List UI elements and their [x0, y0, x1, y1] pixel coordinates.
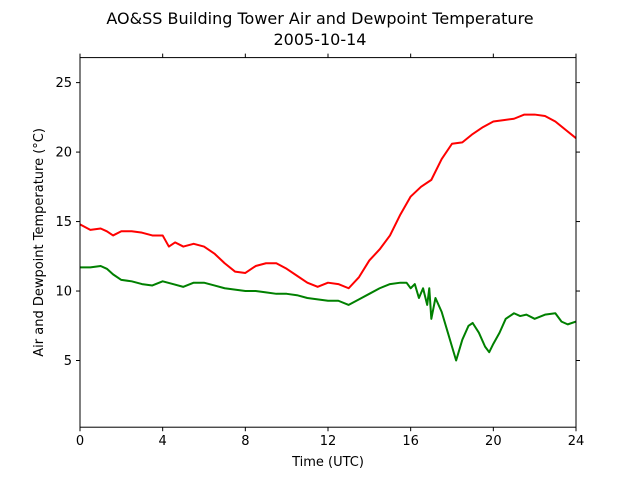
- y-tick-label: 20: [55, 146, 72, 161]
- x-axis-label: Time (UTC): [291, 455, 364, 470]
- x-tick-label: 0: [76, 434, 84, 449]
- y-tick-label: 10: [55, 285, 72, 300]
- ticks-layer: 0 4 8 12 16 20 24 5 10 15 20 25: [55, 53, 585, 449]
- series-line-0: [79, 113, 577, 290]
- y-axis-label: Air and Dewpoint Temperature (°C): [32, 128, 47, 357]
- x-tick-label: 20: [485, 434, 502, 449]
- y-tick-label: 5: [64, 354, 72, 369]
- x-tick-label: 12: [320, 434, 337, 449]
- chart-title: AO&SS Building Tower Air and Dewpoint Te…: [106, 9, 533, 28]
- x-tick-label: 4: [159, 434, 167, 449]
- x-tick-label: 8: [241, 434, 249, 449]
- chart-subtitle: 2005-10-14: [274, 30, 367, 49]
- x-tick-label: 16: [402, 434, 419, 449]
- series-line-1: [80, 265, 577, 362]
- y-tick-label: 25: [55, 76, 72, 91]
- series-layer: [79, 113, 577, 362]
- x-tick-label: 24: [568, 434, 585, 449]
- plot-frame: [79, 57, 577, 428]
- y-tick-label: 15: [55, 215, 72, 230]
